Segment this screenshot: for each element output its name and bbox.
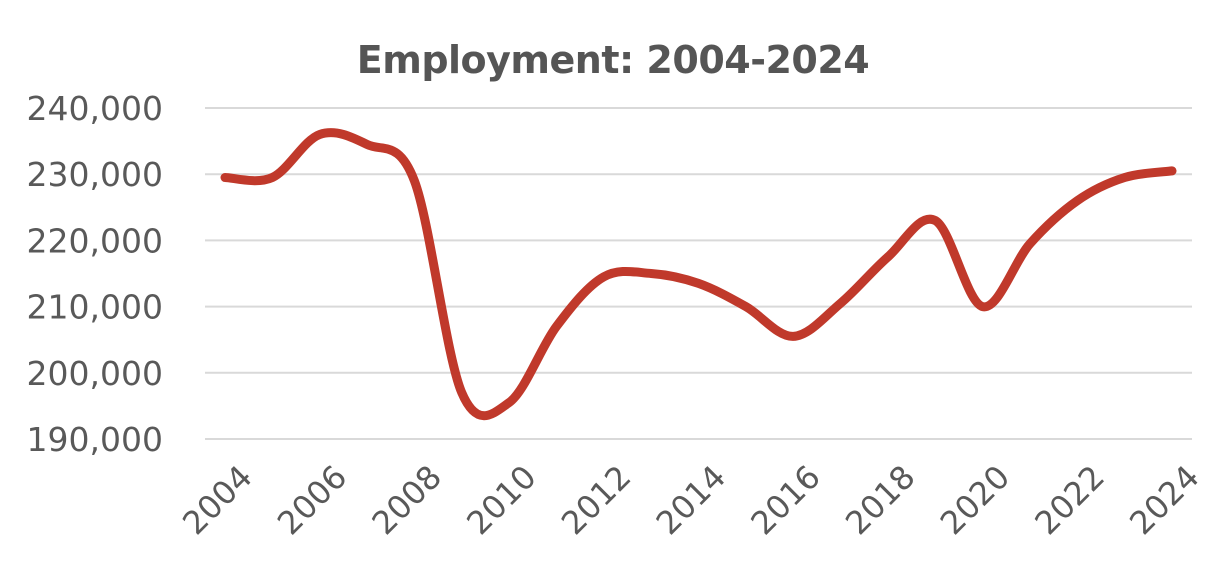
x-tick-label: 2020 (933, 458, 1017, 542)
x-tick-label: 2012 (554, 458, 638, 542)
x-tick-label: 2010 (459, 458, 543, 542)
y-tick-label: 200,000 (27, 354, 163, 393)
x-tick-label: 2008 (365, 458, 449, 542)
y-tick-label: 230,000 (27, 155, 163, 194)
y-tick-label: 190,000 (27, 420, 163, 459)
x-tick-label: 2004 (175, 458, 259, 542)
x-tick-label: 2024 (1122, 458, 1206, 542)
y-tick-label: 210,000 (27, 288, 163, 327)
x-tick-label: 2022 (1027, 458, 1111, 542)
chart-title: Employment: 2004-2024 (356, 38, 870, 82)
y-tick-label: 220,000 (27, 221, 163, 260)
x-tick-label: 2016 (743, 458, 827, 542)
y-tick-label: 240,000 (27, 89, 163, 128)
x-tick-label: 2006 (270, 458, 354, 542)
series-line (220, 128, 1177, 421)
x-tick-label: 2018 (838, 458, 922, 542)
x-tick-label: 2014 (649, 458, 733, 542)
